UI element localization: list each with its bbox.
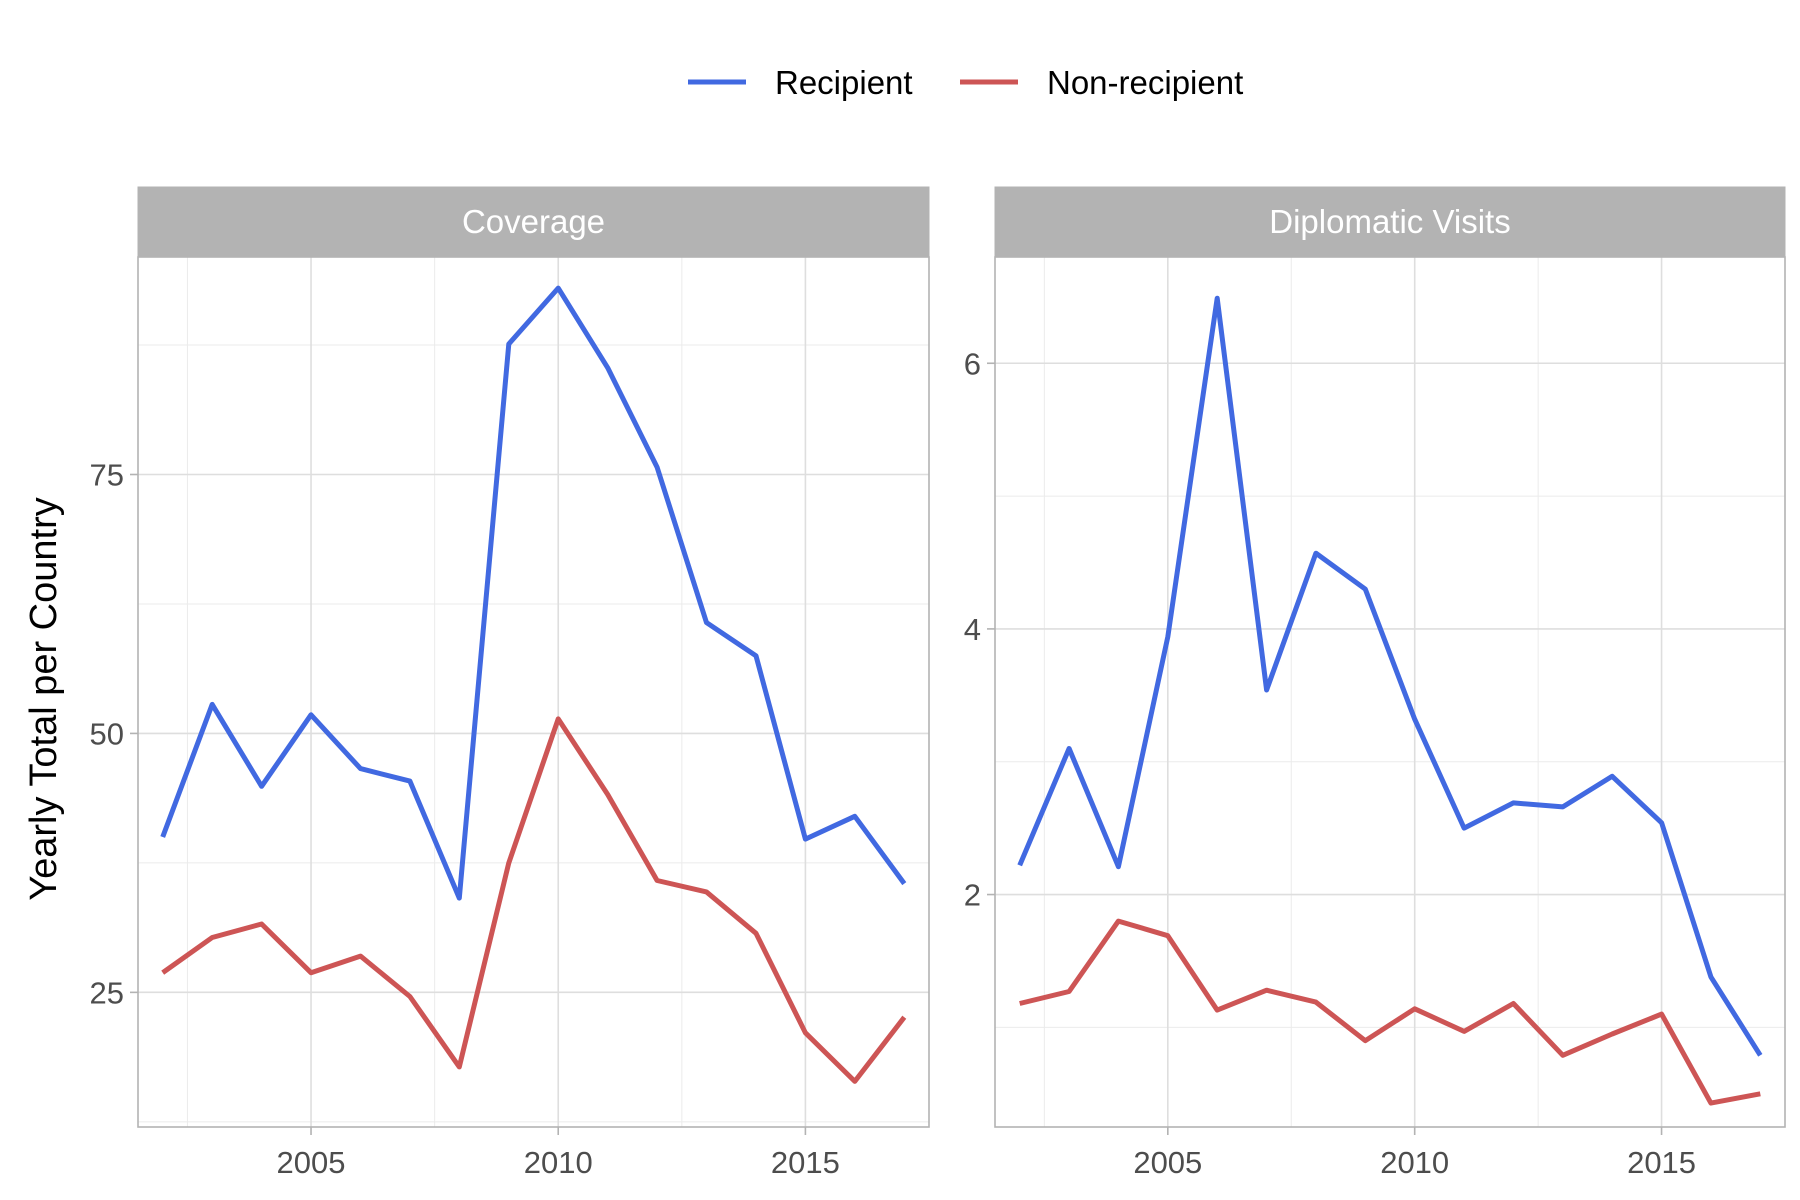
- legend: Recipient Non-recipient: [688, 64, 1243, 101]
- panel-strip: [137, 186, 930, 258]
- panel-diplomatic-visits: Diplomatic Visits 2005 2010 2015 2 4 6: [964, 186, 1786, 1180]
- y-tick-label: 4: [964, 612, 981, 647]
- panel-strip-label: Coverage: [462, 203, 605, 240]
- series-line-non-recipient: [1019, 918, 1761, 1106]
- panel-strip-label: Diplomatic Visits: [1269, 203, 1510, 240]
- y-tick-label: 25: [90, 975, 124, 1010]
- x-tick-label: 2010: [524, 1145, 593, 1180]
- panel-border: [994, 256, 1786, 1128]
- legend-label-recipient: Recipient: [775, 64, 913, 101]
- x-tick-label: 2005: [277, 1145, 346, 1180]
- panel-border: [137, 256, 930, 1128]
- x-tick-label: 2015: [1627, 1145, 1696, 1180]
- y-axis-title: Yearly Total per Country: [23, 497, 65, 900]
- series-line-recipient: [1017, 295, 1763, 1057]
- y-tick-label: 50: [90, 716, 124, 751]
- series-line-non-recipient: [161, 716, 907, 1084]
- x-tick-label: 2015: [771, 1145, 840, 1180]
- x-tick-label: 2005: [1133, 1145, 1202, 1180]
- x-tick-label: 2010: [1380, 1145, 1449, 1180]
- y-tick-label: 75: [90, 458, 124, 493]
- series-line-recipient: [160, 285, 907, 901]
- panel-coverage: Coverage 2005 2010 2015 25 50 75: [90, 186, 930, 1180]
- y-tick-label: 6: [964, 346, 981, 381]
- y-tick-label: 2: [964, 878, 981, 913]
- legend-label-non-recipient: Non-recipient: [1047, 64, 1243, 101]
